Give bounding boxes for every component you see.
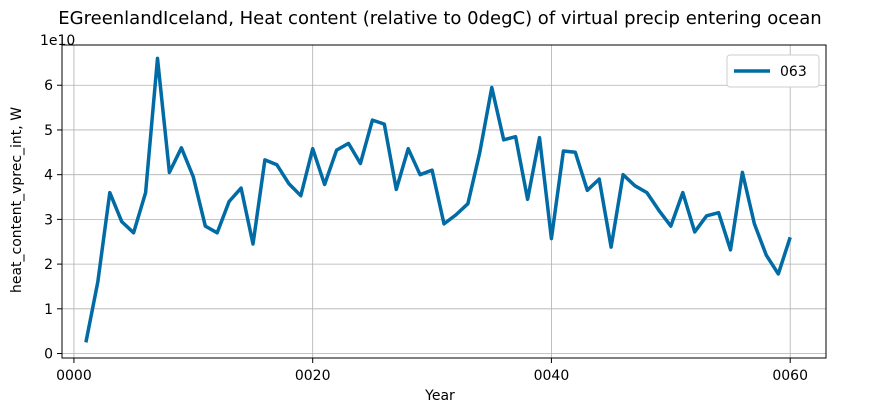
y-axis-label: heat_content_vprec_int, W — [9, 107, 25, 293]
plot-frame — [61, 44, 827, 359]
series-line-063 — [84, 56, 792, 343]
x-tick-label: 0060 — [772, 368, 808, 384]
legend-box — [726, 54, 820, 88]
y-tick-label: 4 — [44, 168, 53, 184]
y-axis-ticks: 0 1 2 3 4 5 6 — [44, 78, 62, 363]
x-tick-label: 0020 — [295, 368, 331, 384]
x-axis-ticks: 0000 0020 0040 0060 — [56, 358, 808, 384]
x-tick-label: 0000 — [56, 368, 92, 384]
y-tick-label: 1 — [44, 302, 53, 318]
y-tick-label: 2 — [44, 257, 53, 273]
y-tick-label: 5 — [44, 123, 53, 139]
legend-label-063: 063 — [780, 64, 807, 80]
y-tick-label: 0 — [44, 347, 53, 363]
series-layer — [84, 56, 792, 343]
chart-title: EGreenlandIceland, Heat content (relativ… — [58, 8, 821, 29]
x-tick-label: 0040 — [534, 368, 570, 384]
y-tick-label: 3 — [44, 212, 53, 228]
y-tick-label: 6 — [44, 78, 53, 94]
x-axis-label: Year — [424, 388, 455, 404]
legend: 063 — [726, 54, 820, 88]
grid — [62, 45, 826, 358]
y-scale-note: 1e10 — [40, 33, 75, 49]
